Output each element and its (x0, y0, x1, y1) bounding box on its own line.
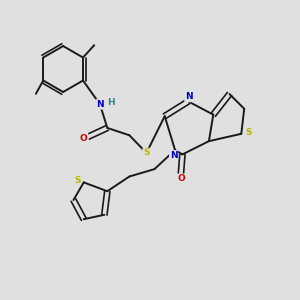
Text: S: S (245, 128, 252, 137)
Text: H: H (107, 98, 115, 106)
Text: O: O (177, 174, 185, 183)
Text: N: N (170, 151, 177, 160)
Text: N: N (96, 100, 104, 109)
Text: S: S (143, 148, 150, 158)
Text: N: N (185, 92, 193, 101)
Text: S: S (74, 176, 80, 184)
Text: O: O (80, 134, 88, 143)
